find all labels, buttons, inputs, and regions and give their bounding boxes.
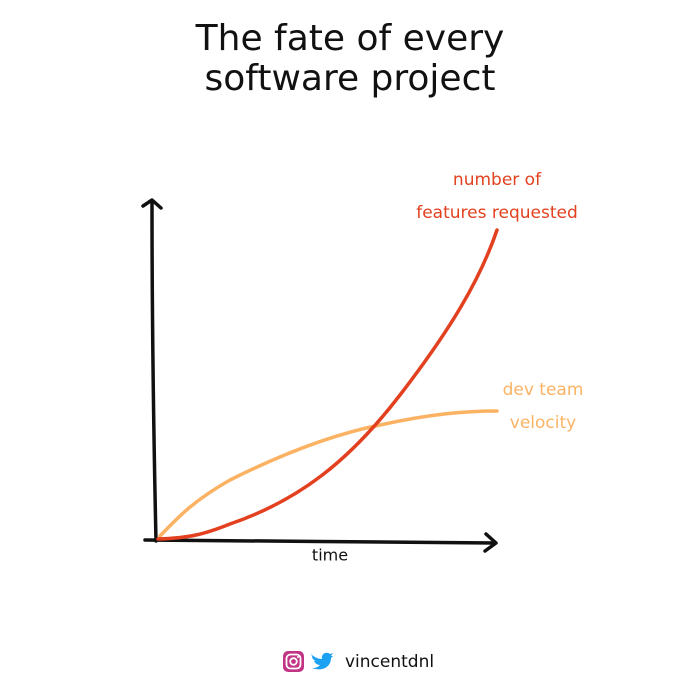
footer-handle: vincentdnl [345, 652, 434, 672]
curve-label: velocity [510, 413, 576, 433]
y-axis [150, 201, 158, 543]
curve-label: number of [453, 170, 542, 190]
instagram-icon[interactable] [283, 651, 304, 672]
axes [141, 198, 498, 553]
x-axis-arrow [483, 532, 498, 553]
curve-label: dev team [503, 380, 584, 400]
title-line: software project [205, 58, 496, 99]
curve-label: features requested [416, 203, 578, 223]
x-axis-label: time [312, 546, 348, 565]
features-curve [156, 228, 499, 541]
x-axis [143, 538, 497, 545]
title-line: The fate of every [195, 18, 505, 59]
twitter-icon[interactable] [311, 652, 333, 670]
y-axis-arrow [141, 198, 163, 210]
velocity-curve [158, 409, 499, 538]
